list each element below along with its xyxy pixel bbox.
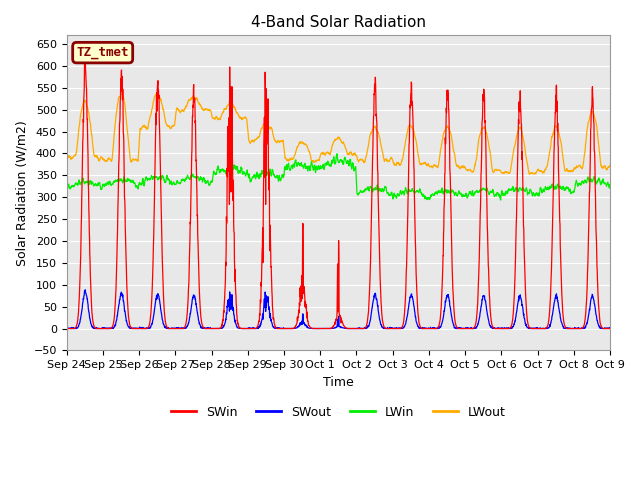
Line: LWout: LWout [67,93,640,174]
LWout [121,101,129,107]
Line: LWin: LWin [67,154,640,200]
SWin [246,325,253,331]
SWout [634,325,640,331]
SWout [246,325,254,331]
Y-axis label: Solar Radiation (W/m2): Solar Radiation (W/m2) [15,120,28,266]
SWout [392,325,399,331]
SWout [564,325,572,331]
LWin [564,185,572,191]
LWin [531,192,539,198]
LWout [63,156,70,161]
LWin [246,175,253,180]
SWin [634,324,640,330]
SWin [531,325,539,331]
LWout [525,171,533,177]
LWin [392,193,399,199]
SWout [121,309,129,314]
LWout [392,162,399,168]
LWout [531,170,539,176]
Legend: SWin, SWout, LWin, LWout: SWin, SWout, LWin, LWout [166,401,511,424]
SWout [531,325,539,331]
LWin [121,175,129,181]
SWout [63,325,71,331]
Line: SWout: SWout [67,290,640,328]
LWout [246,139,253,145]
SWin [63,325,70,331]
LWout [564,168,572,174]
X-axis label: Time: Time [323,376,354,389]
LWin [333,151,341,156]
SWin [392,325,399,331]
LWin [63,186,70,192]
SWout [81,287,89,293]
Line: SWin: SWin [67,56,640,328]
SWin [564,325,572,331]
SWin [81,53,89,59]
Text: TZ_tmet: TZ_tmet [76,46,129,59]
SWin [121,196,129,202]
SWout [63,325,70,331]
LWin [634,179,640,185]
LWout [634,160,640,166]
LWin [497,197,504,203]
LWout [118,90,126,96]
Title: 4-Band Solar Radiation: 4-Band Solar Radiation [251,15,426,30]
